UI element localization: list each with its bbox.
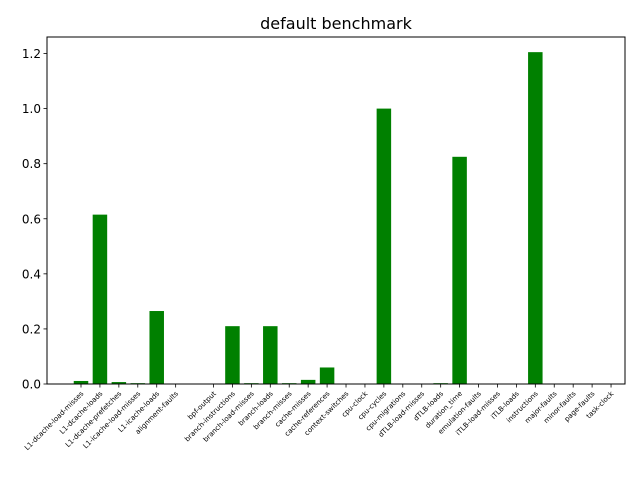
y-tick-label: 0.6 xyxy=(22,212,41,226)
bar-cpu-cycles xyxy=(376,108,392,384)
bar-cache-misses xyxy=(300,379,316,384)
y-tick-label: 0.8 xyxy=(22,157,41,171)
bars-group xyxy=(73,52,543,385)
bar-branch-instructions xyxy=(225,326,240,384)
chart-title: default benchmark xyxy=(260,14,412,33)
bar-cache-references xyxy=(319,367,335,384)
bar-duration_time xyxy=(452,156,467,384)
bar-instructions xyxy=(528,52,543,385)
plot-area-frame xyxy=(46,36,626,385)
y-tick-label: 0.0 xyxy=(22,378,41,392)
bar-L1-icache-loads xyxy=(149,311,164,384)
y-axis-ticks: 0.0 0.2 0.4 0.6 0.8 1.0 1.2 xyxy=(22,47,47,392)
y-tick-label: 1.2 xyxy=(22,47,41,61)
bar-L1-dcache-prefetches xyxy=(111,382,127,384)
bar-L1-dcache-load-misses xyxy=(73,380,89,384)
y-tick-label: 0.4 xyxy=(22,267,41,281)
bar-L1-dcache-loads xyxy=(92,214,108,384)
bar-branch-loads xyxy=(263,326,278,384)
y-tick-label: 0.2 xyxy=(22,322,41,336)
y-tick-label: 1.0 xyxy=(22,102,41,116)
